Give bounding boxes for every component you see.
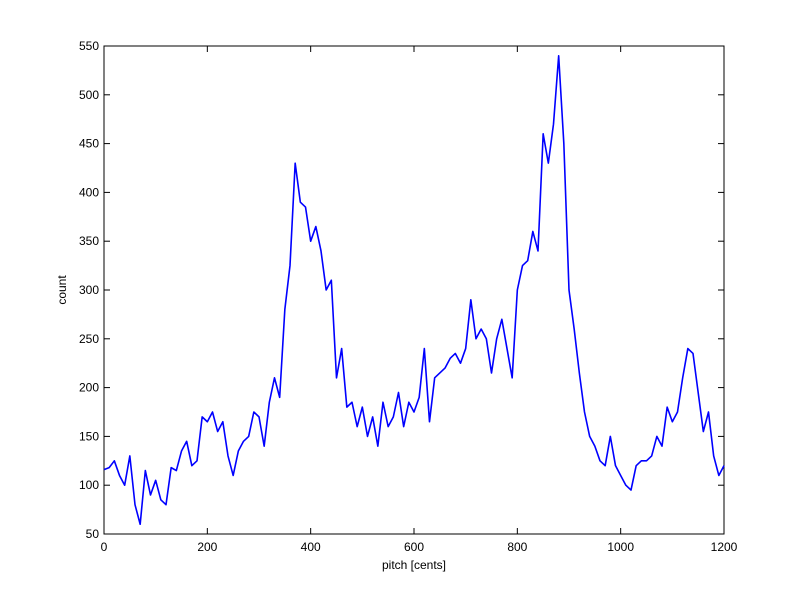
x-tick-label: 600	[404, 540, 424, 554]
plot-frame	[103, 45, 725, 535]
y-tick-label: 300	[79, 283, 99, 297]
y-tick-label: 400	[79, 185, 99, 199]
y-tick-label: 200	[79, 381, 99, 395]
y-tick-label: 450	[79, 137, 99, 151]
y-tick-label: 350	[79, 234, 99, 248]
y-tick-label: 500	[79, 88, 99, 102]
x-tick-label: 1200	[711, 540, 738, 554]
data-line	[103, 54, 725, 526]
y-tick-label: 50	[86, 527, 100, 541]
y-tick-label: 250	[79, 332, 99, 346]
y-tick-label: 100	[79, 478, 99, 492]
x-axis-label: pitch [cents]	[382, 558, 446, 572]
x-tick-label: 400	[301, 540, 321, 554]
x-tick-label: 1000	[607, 540, 634, 554]
x-tick-label: 200	[197, 540, 217, 554]
x-tick-label: 0	[101, 540, 108, 554]
y-axis-label: count	[55, 275, 69, 305]
y-tick-label: 150	[79, 429, 99, 443]
y-tick-label: 550	[79, 39, 99, 53]
x-tick-label: 800	[507, 540, 527, 554]
